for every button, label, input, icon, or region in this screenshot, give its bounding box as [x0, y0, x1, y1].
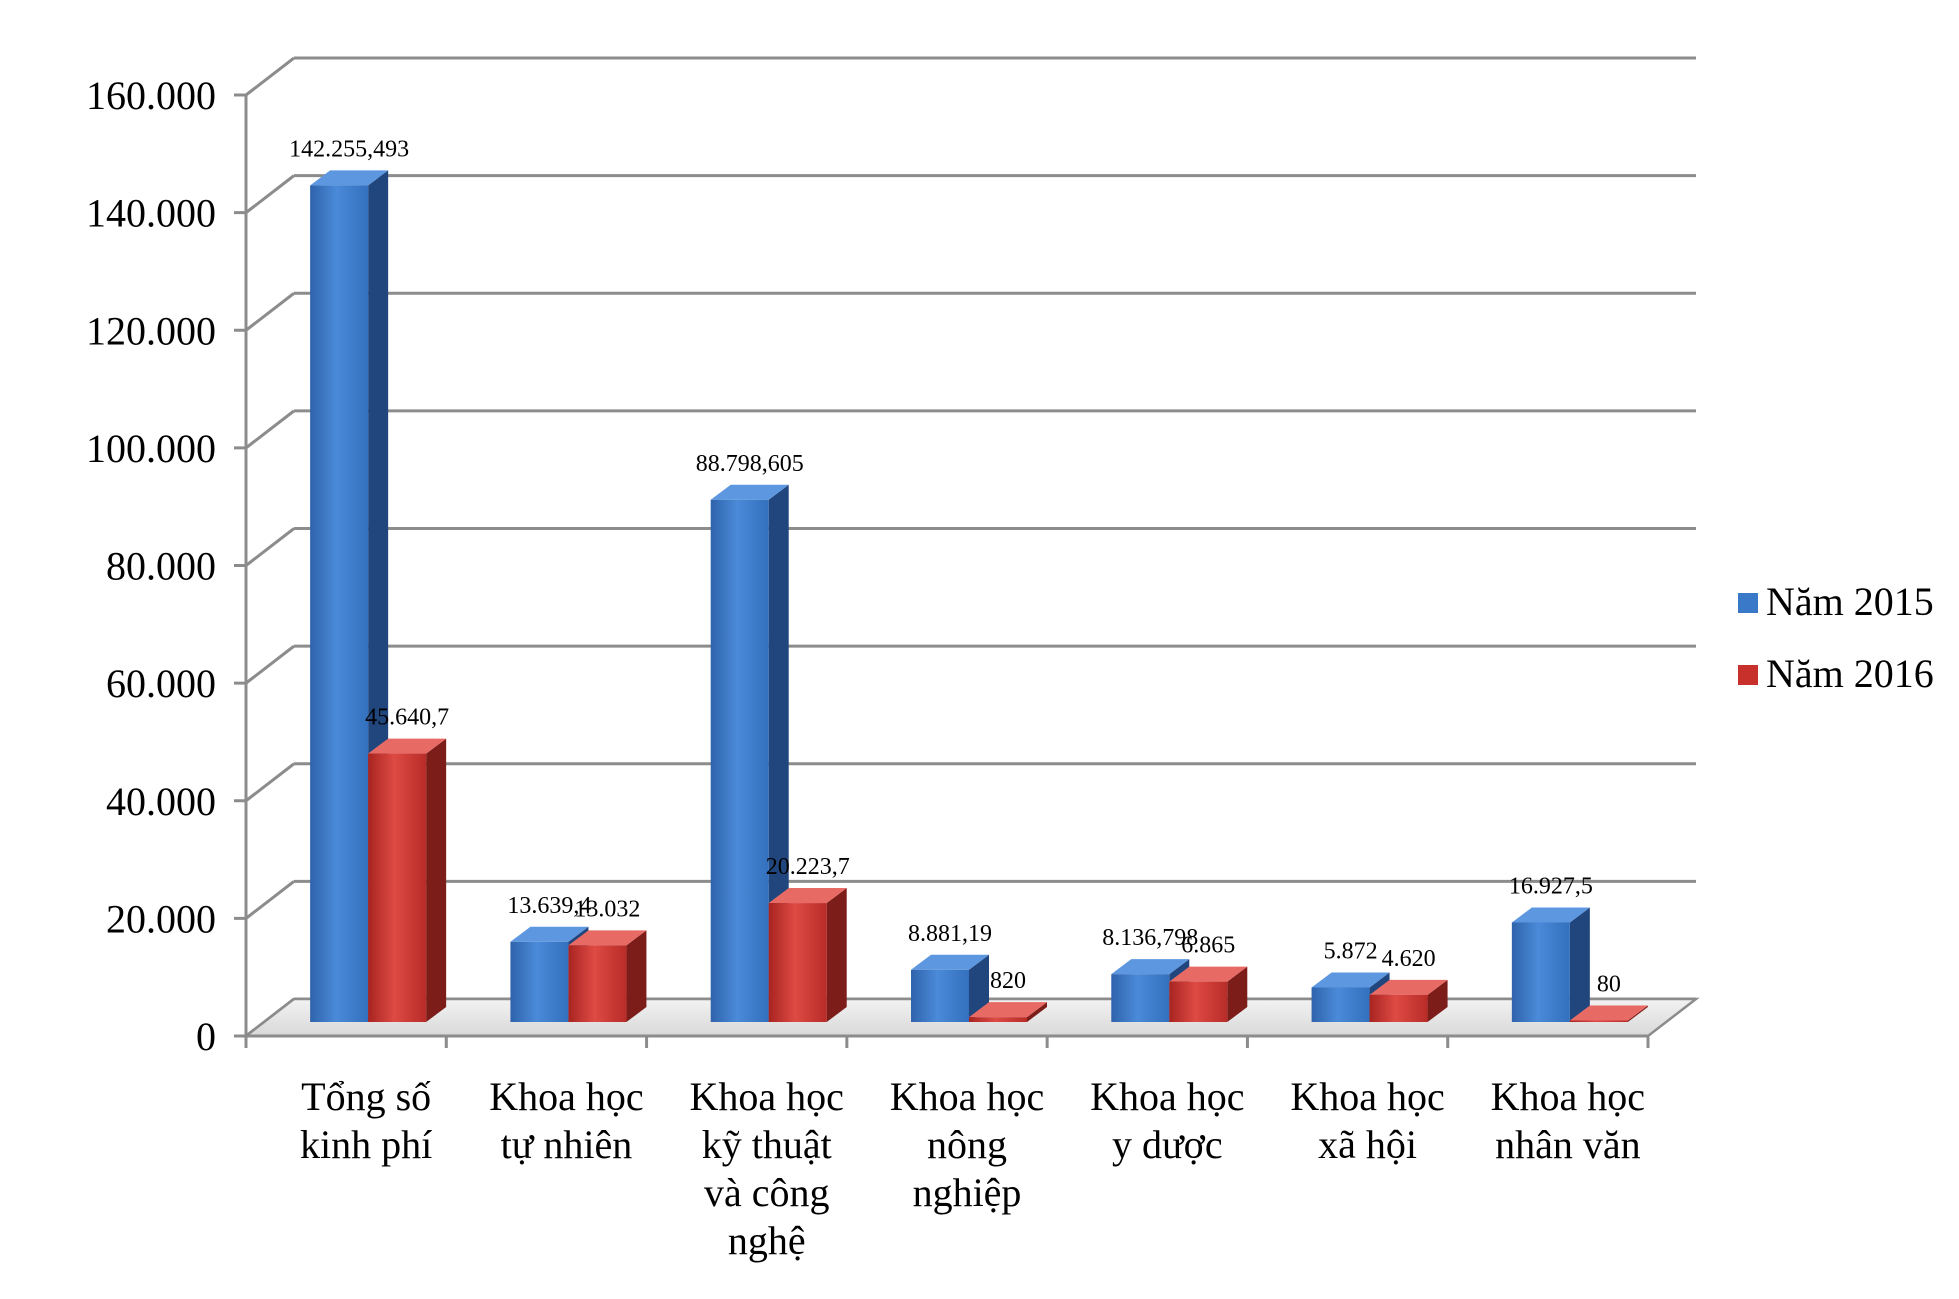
bar-front: [710, 499, 769, 1023]
gridline-depth: [245, 527, 295, 567]
y-tick-label: 100.000: [86, 426, 216, 471]
bar-top: [969, 1002, 1047, 1018]
bar-top: [1369, 979, 1448, 995]
bar-front: [510, 941, 569, 1022]
data-label: 6.865: [1181, 933, 1235, 959]
legend-label: Năm 2016: [1766, 651, 1934, 696]
bar-nam-2016: [768, 888, 847, 1022]
gridlines: [245, 56, 1696, 1038]
bars: [310, 170, 1648, 1023]
gridline-depth: [245, 644, 295, 685]
bar-front: [368, 753, 427, 1022]
bar-nam-2016: [1569, 1005, 1648, 1022]
legend-swatch: [1738, 593, 1758, 613]
bar-nam-2015: [911, 954, 989, 1022]
gridline-depth: [245, 762, 295, 802]
bar-top: [911, 954, 989, 970]
bar-nam-2015: [710, 484, 789, 1023]
legend-swatch: [1738, 665, 1758, 685]
y-tick-label: 120.000: [86, 308, 216, 353]
gridline-depth: [245, 56, 295, 97]
bar-side: [1427, 979, 1448, 1022]
bar-top: [310, 170, 389, 186]
bar-front: [1311, 987, 1370, 1022]
x-tick-label: Khoa học y dược: [1090, 1074, 1244, 1167]
bar-front: [568, 945, 627, 1022]
bar-top: [568, 930, 647, 946]
legend: Năm 2015 Năm 2016: [1738, 579, 1934, 696]
legend-label: Năm 2015: [1766, 579, 1934, 624]
bar-nam-2016: [1169, 966, 1248, 1022]
y-tick-label: 0: [196, 1014, 216, 1059]
bar-front: [1569, 1020, 1628, 1022]
bar-side: [969, 954, 989, 1022]
x-tick-label: Khoa học nông nghiệp: [890, 1074, 1044, 1215]
data-label: 13.032: [574, 896, 640, 922]
gridline-depth: [245, 292, 295, 332]
x-tick-label: Khoa học nhân văn: [1491, 1074, 1645, 1167]
data-label: 142.255,493: [289, 136, 409, 162]
bar-front: [1511, 922, 1570, 1022]
bar-front: [768, 903, 827, 1022]
bar-nam-2016: [568, 930, 647, 1022]
bar-top: [1111, 959, 1190, 975]
gridline-depth: [245, 174, 295, 214]
x-tick-label: Khoa học xã hội: [1290, 1074, 1444, 1167]
bar-side: [626, 930, 647, 1022]
bar-front: [911, 969, 969, 1022]
bar-nam-2016: [368, 738, 447, 1022]
bar-side: [1627, 1005, 1648, 1022]
x-tick-label: Khoa học tự nhiên: [489, 1074, 643, 1167]
bar-front: [969, 1017, 1027, 1022]
bar-top: [768, 888, 847, 904]
data-label: 8.136,798: [1102, 925, 1198, 951]
data-label: 8.881,19: [908, 921, 992, 947]
gridline-depth: [245, 880, 295, 920]
data-label: 80: [1597, 972, 1621, 998]
bar-front: [1169, 981, 1228, 1022]
bar-front: [1111, 974, 1170, 1022]
bar-side: [1027, 1002, 1047, 1022]
bar-side: [768, 484, 789, 1023]
bar-nam-2016: [1369, 979, 1448, 1022]
bar-top: [710, 484, 789, 500]
y-tick-label: 60.000: [106, 661, 216, 706]
data-label: 13.639,4: [507, 893, 591, 919]
bar-side: [826, 888, 847, 1022]
y-tick-label: 80.000: [106, 544, 216, 589]
data-label: 5.872: [1324, 938, 1378, 964]
bar-front: [310, 185, 369, 1023]
y-tick-label: 40.000: [106, 779, 216, 824]
data-label: 820: [990, 968, 1026, 994]
x-tick-label: Khoa học kỹ thuật và công nghệ: [690, 1074, 844, 1263]
bar-top: [1569, 1005, 1648, 1021]
bar-side: [426, 738, 447, 1022]
data-label: 20.223,7: [766, 854, 850, 880]
y-tick-label: 20.000: [106, 896, 216, 941]
bar-front: [1369, 994, 1428, 1022]
data-label: 16.927,5: [1509, 873, 1593, 899]
data-label: 88.798,605: [696, 451, 804, 477]
data-labels: 142.255,493 45.640,7 13.639,413.032 88.798,…: [289, 136, 1621, 997]
y-tick-label: 140.000: [86, 191, 216, 236]
bar-top: [1169, 966, 1248, 982]
bar-top: [1311, 972, 1390, 988]
bar-side: [1569, 907, 1590, 1022]
y-tick-label: 160.000: [86, 73, 216, 118]
bar-side: [1227, 966, 1248, 1022]
data-label: 4.620: [1382, 946, 1436, 972]
bar-top: [368, 738, 447, 754]
bar-top: [1511, 907, 1590, 923]
data-label: 45.640,7: [365, 705, 449, 731]
bar-nam-2016: [969, 1002, 1047, 1022]
bar-top: [510, 926, 589, 942]
bar-nam-2015: [1511, 907, 1590, 1022]
gridline-depth: [245, 409, 295, 450]
x-tick-label: Tổng số kinh phí: [300, 1074, 432, 1167]
